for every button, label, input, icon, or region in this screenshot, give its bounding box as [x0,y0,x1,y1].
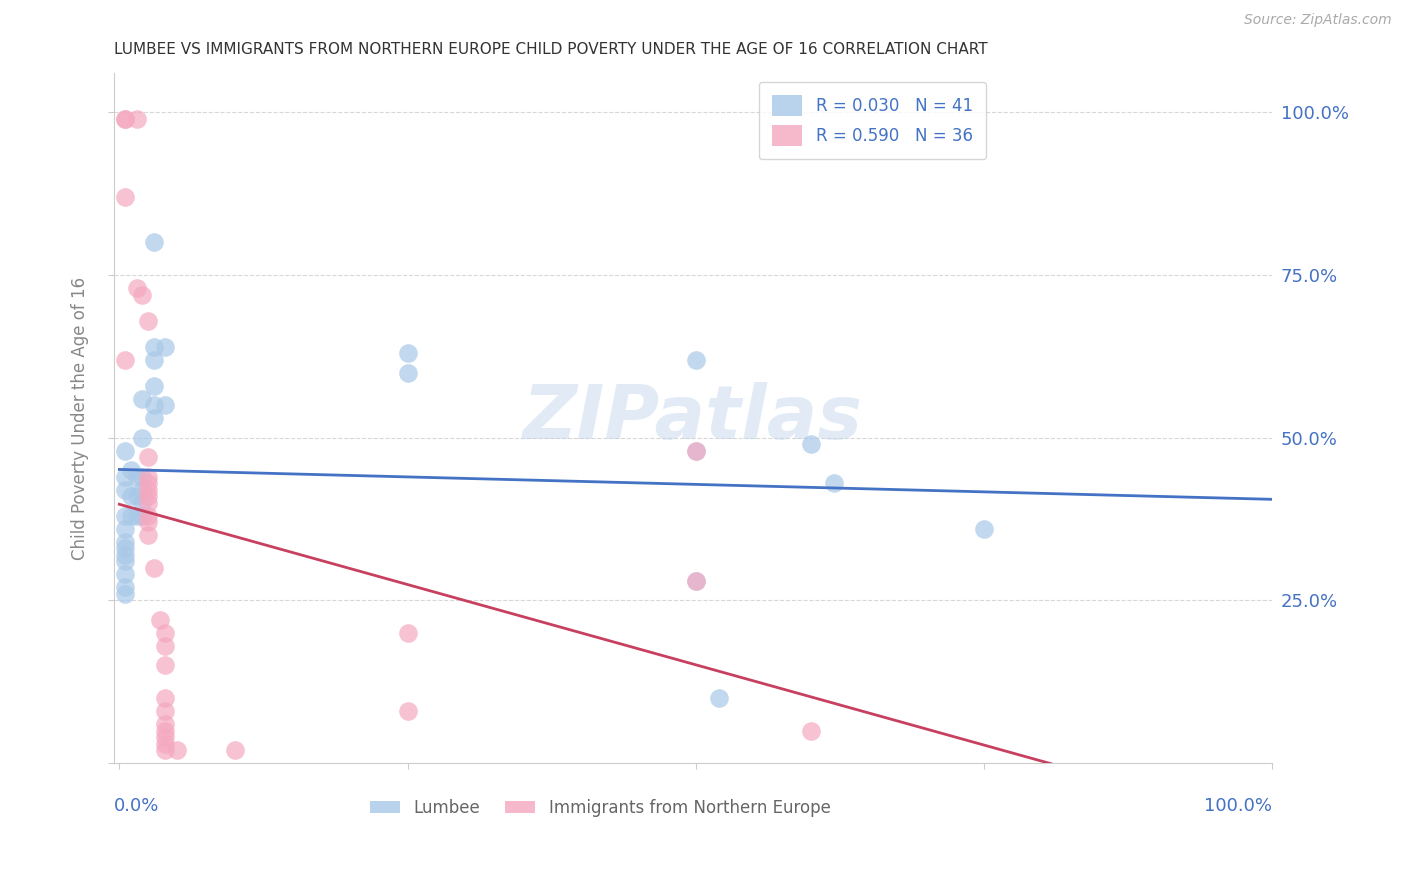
Point [142,378,165,392]
Point [120,489,142,503]
Text: Source: ZipAtlas.com: Source: ZipAtlas.com [1244,13,1392,28]
Point [396,366,419,380]
Point [155,737,177,751]
Point [125,112,148,126]
Point [685,574,707,588]
Point [136,483,159,497]
Point [131,508,153,523]
Point [114,522,136,536]
Point [155,730,177,744]
Point [155,340,177,354]
Point [396,346,419,360]
Point [136,450,159,465]
Text: 0.0%: 0.0% [114,797,159,815]
Point [114,443,136,458]
Point [800,437,823,451]
Point [114,508,136,523]
Point [685,352,707,367]
Point [131,469,153,483]
Point [131,287,153,301]
Y-axis label: Child Poverty Under the Age of 16: Child Poverty Under the Age of 16 [72,277,89,559]
Point [114,581,136,595]
Point [973,522,995,536]
Point [125,508,148,523]
Point [142,340,165,354]
Text: 100.0%: 100.0% [1205,797,1272,815]
Point [114,541,136,556]
Point [131,431,153,445]
Point [114,534,136,549]
Point [136,469,159,483]
Point [114,190,136,204]
Point [142,235,165,250]
Point [114,567,136,582]
Point [114,112,136,126]
Point [131,496,153,510]
Point [136,313,159,327]
Point [136,489,159,503]
Point [166,743,188,757]
Point [155,691,177,706]
Point [114,554,136,568]
Point [396,626,419,640]
Point [155,717,177,731]
Point [131,483,153,497]
Point [155,743,177,757]
Point [120,463,142,477]
Point [125,489,148,503]
Point [114,587,136,601]
Point [114,352,136,367]
Point [136,508,159,523]
Point [685,443,707,458]
Point [685,443,707,458]
Point [114,469,136,483]
Point [800,723,823,738]
Point [155,723,177,738]
Point [114,112,136,126]
Point [155,639,177,653]
Point [685,574,707,588]
Point [136,528,159,542]
Legend: Lumbee, Immigrants from Northern Europe: Lumbee, Immigrants from Northern Europe [364,792,837,824]
Point [224,743,246,757]
Point [396,704,419,718]
Point [131,392,153,406]
Point [155,398,177,412]
Point [142,411,165,425]
Point [155,658,177,673]
Point [142,398,165,412]
Text: ZIPatlas: ZIPatlas [523,382,863,455]
Point [136,496,159,510]
Point [155,626,177,640]
Point [114,483,136,497]
Point [125,469,148,483]
Point [136,476,159,491]
Point [114,548,136,562]
Point [142,352,165,367]
Point [120,508,142,523]
Point [707,691,730,706]
Point [823,476,845,491]
Point [155,704,177,718]
Point [142,561,165,575]
Point [125,281,148,295]
Text: LUMBEE VS IMMIGRANTS FROM NORTHERN EUROPE CHILD POVERTY UNDER THE AGE OF 16 CORR: LUMBEE VS IMMIGRANTS FROM NORTHERN EUROP… [114,42,987,57]
Point [136,516,159,530]
Point [149,613,172,627]
